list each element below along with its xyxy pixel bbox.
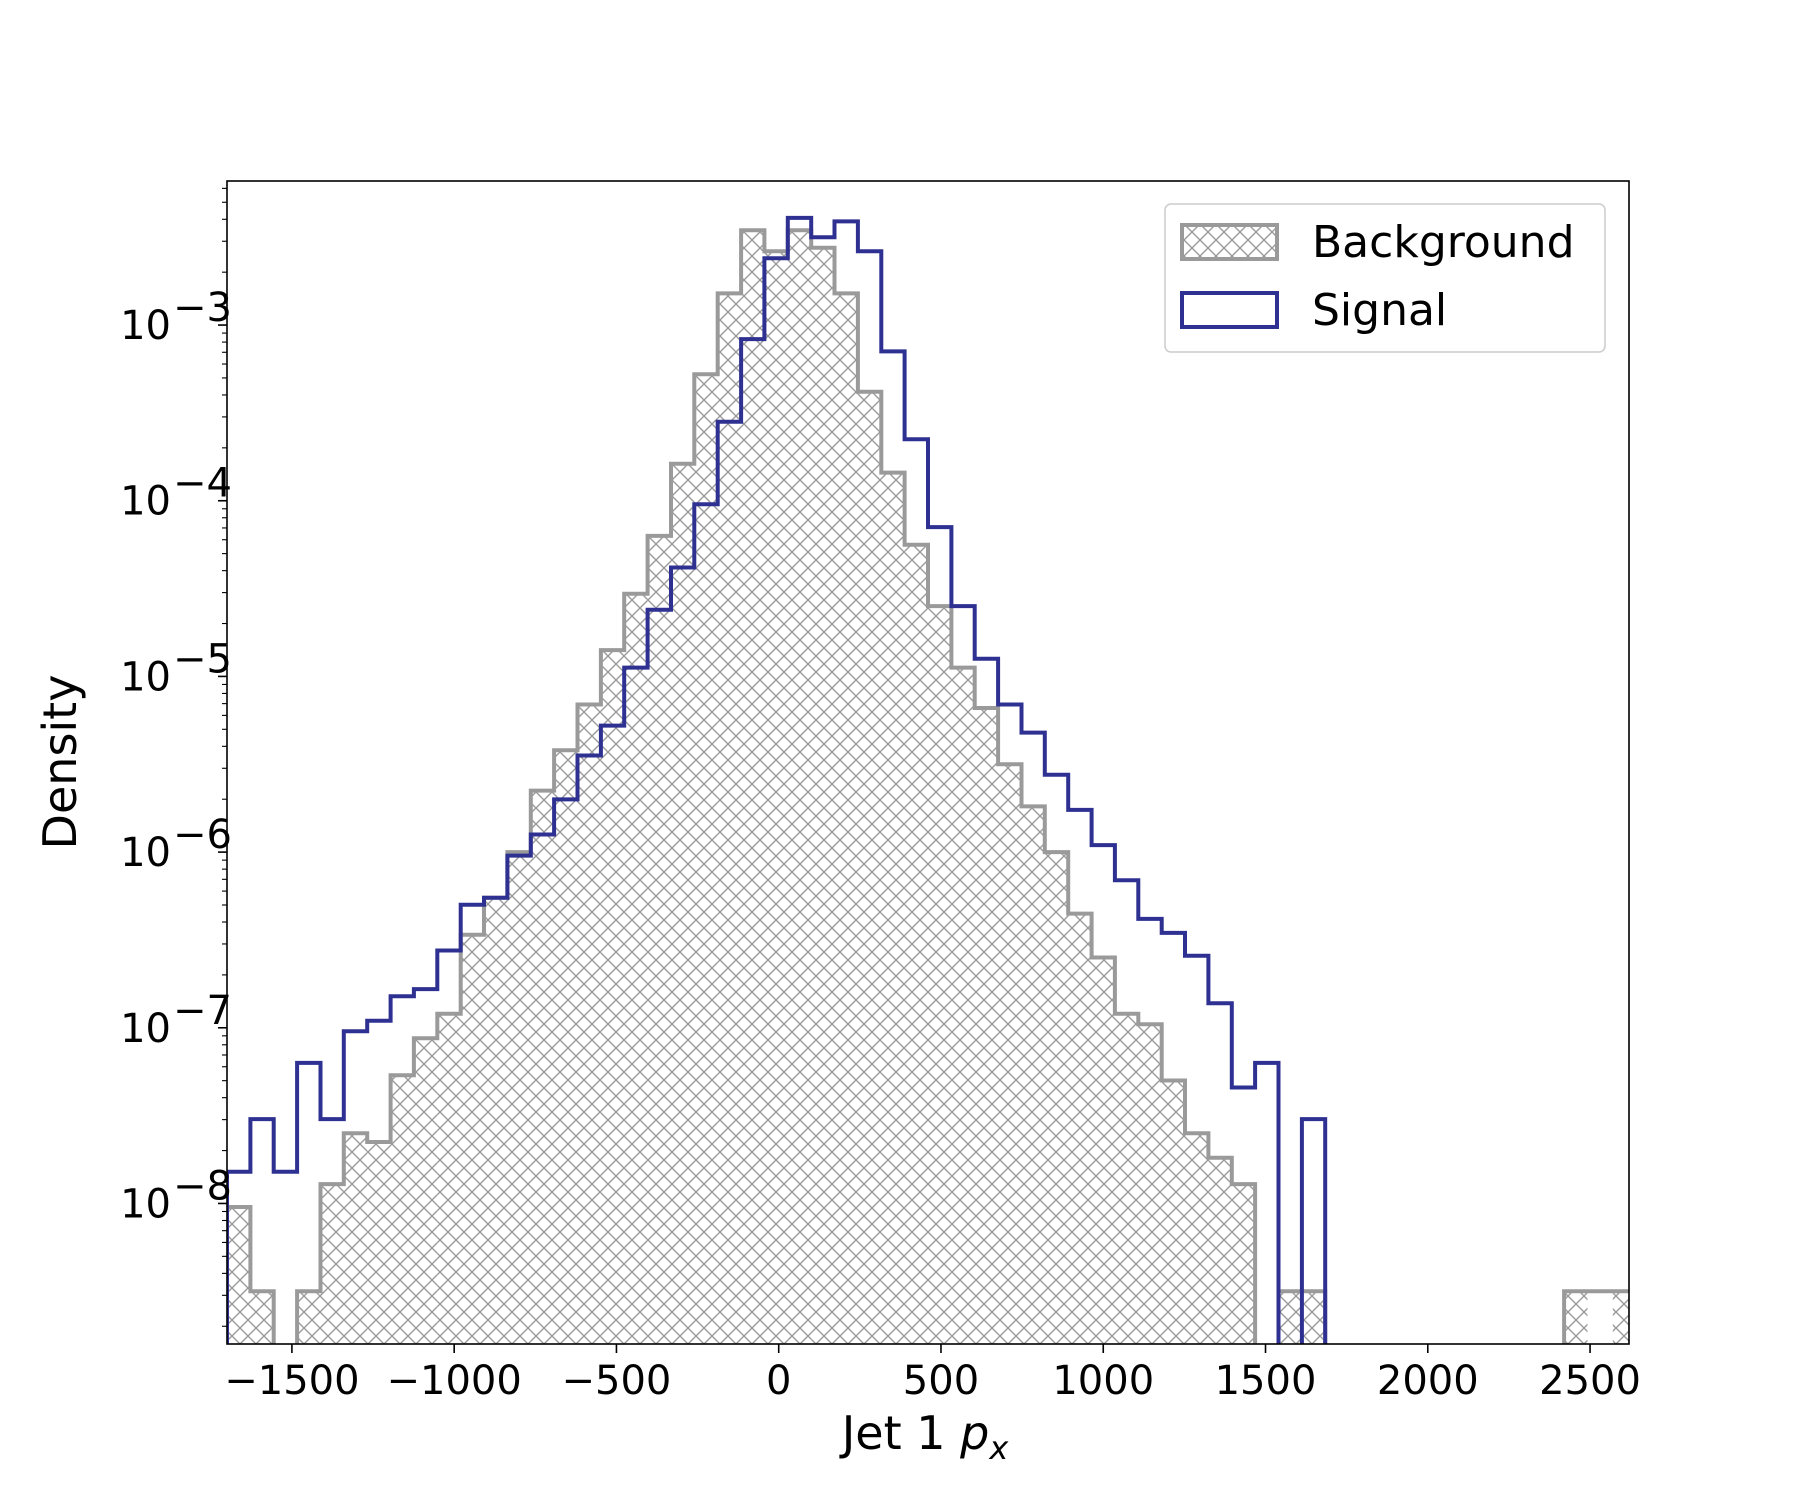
- background-bar: [811, 247, 835, 1344]
- background-bar: [1161, 1080, 1186, 1344]
- background-bar: [717, 293, 742, 1344]
- background-bar: [297, 1291, 321, 1344]
- background-bar: [881, 472, 905, 1344]
- x-tick-label: −500: [562, 1358, 672, 1404]
- background-bar: [764, 251, 788, 1344]
- y-tick-label: 10: [120, 1181, 171, 1227]
- background-bar: [671, 463, 695, 1344]
- background-bar: [834, 293, 858, 1344]
- background-bar: [367, 1142, 391, 1344]
- background-bar: [413, 1038, 438, 1344]
- x-tick-label: −1500: [224, 1358, 359, 1404]
- background-bar: [1044, 852, 1069, 1344]
- background-bar: [1564, 1291, 1588, 1344]
- y-tick-label: 10: [120, 654, 171, 700]
- background-bar: [1185, 1133, 1209, 1344]
- x-tick-label: 0: [766, 1358, 791, 1404]
- background-bar: [1068, 913, 1092, 1344]
- background-bar: [904, 544, 928, 1344]
- background-bar: [694, 374, 718, 1344]
- background-bar: [624, 593, 648, 1344]
- y-tick-label-exponent: −3: [173, 285, 232, 331]
- y-tick-label-exponent: −6: [173, 812, 232, 858]
- background-bar: [484, 897, 508, 1344]
- y-tick-label: 10: [120, 479, 171, 525]
- background-step-line: [295, 228, 1258, 1344]
- background-series-fills: [227, 230, 1629, 1344]
- background-bar: [227, 1207, 251, 1344]
- x-axis-title: Jet 1 px: [839, 1406, 1010, 1467]
- y-tick-label-exponent: −7: [173, 988, 232, 1034]
- y-axis-title: Density: [33, 675, 87, 850]
- y-tick-label: 10: [120, 830, 171, 876]
- background-bar: [343, 1133, 368, 1344]
- y-tick-label: 10: [120, 303, 171, 349]
- background-bar: [320, 1184, 344, 1344]
- legend-label-background: Background: [1312, 217, 1575, 268]
- x-axis-title-main: Jet 1: [839, 1406, 946, 1460]
- legend-item-signal: Signal: [1180, 285, 1447, 336]
- signal-step-line: [1299, 1117, 1328, 1344]
- background-bar: [1612, 1291, 1629, 1344]
- x-tick-label: 1500: [1215, 1358, 1317, 1404]
- y-axis: 10−310−410−510−610−710−8: [120, 187, 232, 1327]
- background-bar: [460, 934, 485, 1344]
- background-bar: [951, 667, 975, 1344]
- background-bar: [928, 606, 952, 1344]
- background-step-line: [1562, 1289, 1629, 1344]
- x-axis-title-sub: x: [988, 1429, 1009, 1467]
- x-tick-label: 2500: [1539, 1358, 1641, 1404]
- legend-swatch-signal: [1180, 291, 1279, 329]
- legend-swatch-background: [1180, 223, 1279, 261]
- background-bar: [1208, 1157, 1232, 1344]
- y-tick-label-exponent: −5: [173, 636, 232, 682]
- background-bar: [1021, 806, 1045, 1344]
- background-bar: [530, 790, 555, 1344]
- background-bar: [577, 704, 601, 1344]
- background-bar: [787, 230, 812, 1344]
- background-bar: [974, 708, 999, 1344]
- y-tick-label-exponent: −8: [173, 1163, 232, 1209]
- background-bar: [554, 750, 578, 1344]
- signal-series-outline: [227, 215, 1328, 1344]
- background-bar: [998, 764, 1022, 1344]
- background-bar: [741, 230, 765, 1344]
- y-tick-label: 10: [120, 1006, 171, 1052]
- background-bar: [1231, 1184, 1256, 1344]
- x-axis: −1500 −1000 −500 0 500 1000 1500 2000 2500: [224, 1344, 1641, 1404]
- plot-area: [227, 215, 1629, 1344]
- y-tick-label-exponent: −4: [173, 461, 232, 507]
- background-bar: [600, 650, 625, 1344]
- background-bar: [390, 1075, 414, 1344]
- background-bar: [1114, 1013, 1139, 1344]
- background-step-line: [227, 1205, 276, 1344]
- legend-item-background: Background: [1180, 217, 1575, 268]
- background-bar: [1278, 1291, 1302, 1344]
- plot-frame: [226, 180, 1630, 1345]
- background-bar: [1301, 1291, 1326, 1344]
- x-axis-title-var: p: [959, 1406, 989, 1460]
- x-tick-label: 2000: [1377, 1358, 1479, 1404]
- background-bar: [647, 535, 671, 1344]
- x-tick-label: 1000: [1052, 1358, 1154, 1404]
- signal-step-line: [227, 215, 1281, 1344]
- background-bar: [437, 1013, 461, 1344]
- background-bar: [507, 852, 531, 1344]
- x-tick-label: −1000: [387, 1358, 522, 1404]
- background-bar: [1091, 957, 1115, 1344]
- legend-label-signal: Signal: [1312, 285, 1447, 336]
- background-bar: [857, 391, 882, 1344]
- background-bar: [1138, 1024, 1162, 1344]
- background-bar: [250, 1291, 274, 1344]
- legend: Background Signal: [1164, 203, 1606, 353]
- x-tick-label: 500: [903, 1358, 979, 1404]
